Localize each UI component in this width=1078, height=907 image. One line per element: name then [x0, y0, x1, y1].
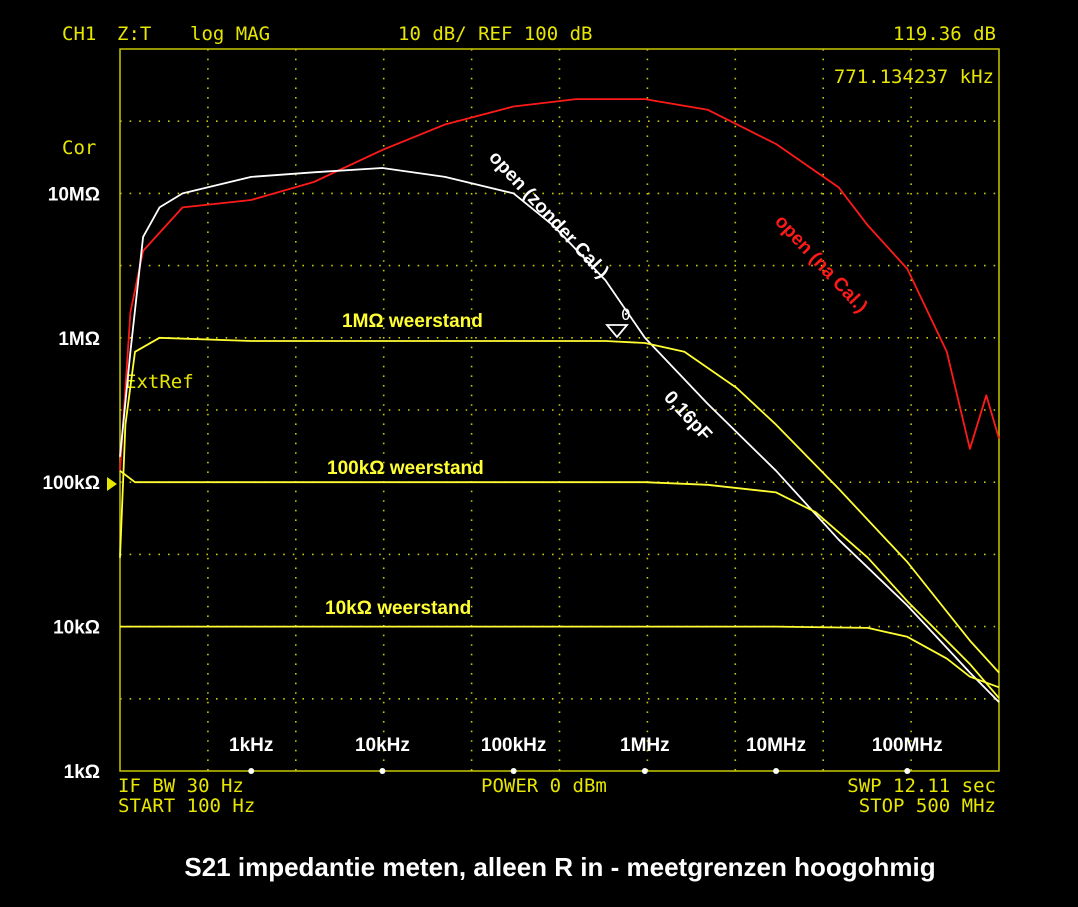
extref-indicator: ExtRef	[125, 371, 194, 393]
footer-stop: STOP 500 MHz	[859, 795, 996, 817]
y-tick-label: 10kΩ	[53, 618, 100, 639]
trace-10k-weerstand	[120, 625, 1000, 689]
header-format: log MAG	[190, 23, 270, 45]
marker-triangle: 0	[605, 305, 631, 339]
x-tick-dot	[510, 768, 517, 774]
correction-indicator: Cor	[62, 137, 96, 159]
x-tick-dot	[773, 768, 780, 774]
trace-100k-weerstand	[119, 470, 1000, 699]
trace-open-na-cal-	[119, 98, 1000, 471]
trace-open-zonder-cal-	[119, 167, 1000, 703]
trace-1m-weerstand	[119, 336, 1000, 674]
footer-start: START 100 Hz	[118, 795, 255, 817]
label-10kohm: 10kΩ weerstand	[325, 598, 471, 619]
y-tick-label: 100kΩ	[42, 473, 100, 494]
traces	[119, 98, 1000, 703]
y-tick-label: 1MΩ	[58, 329, 100, 350]
caption: S21 impedantie meten, alleen R in - meet…	[184, 852, 935, 882]
marker-frequency: 771.134237 kHz	[834, 66, 994, 88]
header-zt: Z:T	[117, 23, 151, 45]
label-1mohm: 1MΩ weerstand	[342, 311, 483, 332]
footer-power: POWER 0 dBm	[481, 775, 607, 797]
x-tick-dot	[641, 768, 648, 774]
x-tick-dot	[379, 768, 386, 774]
x-tick-label: 10kHz	[355, 735, 410, 756]
header-marker-value: 119.36 dB	[893, 23, 996, 45]
x-tick-label: 100kHz	[481, 735, 547, 756]
reference-level-marker	[107, 477, 117, 491]
footer-swp: SWP 12.11 sec	[847, 775, 996, 797]
x-tick-dot	[904, 768, 911, 774]
x-tick-dot	[248, 768, 255, 774]
x-tick-label: 100MHz	[872, 735, 943, 756]
header-channel: CH1	[62, 23, 96, 45]
header-scale: 10 dB/ REF 100 dB	[398, 23, 592, 45]
x-tick-label: 1kHz	[229, 735, 273, 756]
footer-if-bw: IF BW 30 Hz	[118, 775, 244, 797]
axis-tick-labels: 10MΩ 1MΩ 100kΩ 10kΩ 1kΩ 1kHz 10kHz 100kHz 1MHz 10…	[42, 184, 942, 783]
marker-number: 0	[621, 305, 631, 324]
x-tick-label: 10MHz	[746, 735, 806, 756]
y-tick-label: 1kΩ	[64, 762, 100, 783]
x-tick-label: 1MHz	[620, 735, 670, 756]
y-tick-label: 10MΩ	[48, 184, 100, 205]
label-100kohm: 100kΩ weerstand	[327, 458, 484, 479]
